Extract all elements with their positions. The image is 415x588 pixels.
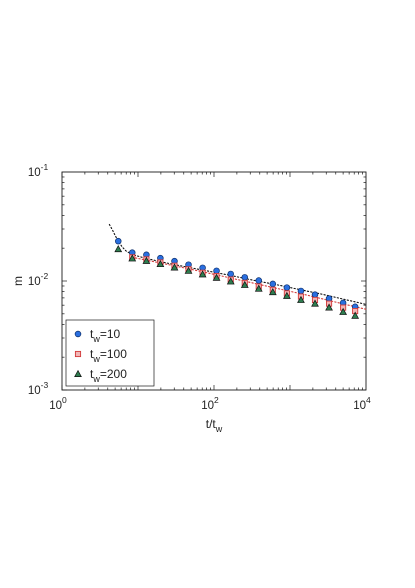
data-point [297, 295, 305, 303]
data-point [339, 307, 348, 315]
y-axis-label: m [11, 276, 25, 286]
data-point [227, 270, 234, 278]
y-tick-label: 10-3 [28, 380, 49, 397]
ticks-layer: 100 102 104 10-3 10-2 10-1 [28, 162, 371, 412]
legend-entry: tw=200 [90, 367, 127, 384]
data-point [297, 287, 305, 295]
data-point [255, 277, 263, 284]
series-layer [114, 237, 360, 319]
data-point [128, 254, 137, 262]
legend-entry: tw=100 [90, 347, 127, 364]
data-point [268, 288, 277, 296]
x-axis-label: t/tw [206, 417, 223, 434]
data-point [212, 273, 221, 281]
data-point [115, 237, 122, 245]
legend-marker [74, 369, 82, 377]
y-tick-label: 10-2 [28, 271, 49, 288]
legend-marker [74, 350, 82, 358]
x-tick-label: 102 [201, 395, 219, 412]
data-point [311, 291, 319, 298]
data-point [269, 280, 277, 288]
fit-line-1 [108, 223, 367, 305]
legend-marker [74, 330, 82, 338]
data-point [351, 311, 360, 319]
axis-labels: t/tw m [11, 276, 223, 434]
legend: tw=10 tw=100 tw=200 [65, 319, 155, 387]
data-point [311, 299, 319, 307]
data-point [184, 266, 193, 274]
y-tick-label: 10-1 [28, 162, 49, 179]
data-point [114, 245, 123, 253]
data-point [325, 303, 333, 311]
data-point [283, 284, 291, 291]
series-t-w-200 [114, 245, 360, 319]
data-point [170, 263, 179, 271]
legend-entry: tw=10 [90, 327, 121, 344]
data-point [198, 270, 207, 278]
data-point [213, 267, 220, 275]
data-point [226, 277, 235, 285]
data-point [142, 256, 151, 264]
data-point [240, 280, 249, 288]
data-point [156, 259, 165, 268]
data-point [241, 274, 249, 281]
x-tick-label: 100 [49, 395, 67, 412]
data-point [254, 284, 263, 292]
x-tick-label: 104 [353, 395, 371, 412]
data-point [282, 291, 291, 299]
